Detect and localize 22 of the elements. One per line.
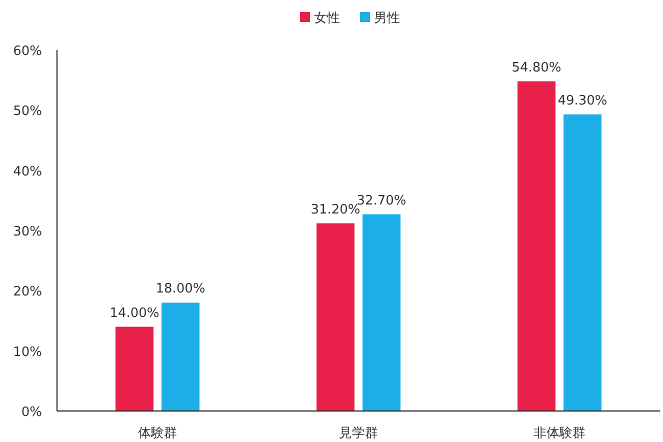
bar xyxy=(116,326,154,411)
x-tick-label: 体験群 xyxy=(138,426,177,441)
bar xyxy=(316,223,354,411)
data-label: 18.00% xyxy=(156,282,206,297)
data-label: 54.80% xyxy=(512,60,562,76)
data-label: 14.00% xyxy=(110,306,160,321)
y-tick-label: 0% xyxy=(21,405,42,420)
y-tick-label: 60% xyxy=(13,44,42,59)
bar xyxy=(162,302,200,411)
bar xyxy=(564,114,602,411)
x-tick-label: 非体験群 xyxy=(534,426,586,441)
data-label: 49.30% xyxy=(558,93,608,108)
y-tick-label: 20% xyxy=(13,284,42,300)
legend-label: 男性 xyxy=(374,11,400,26)
bar xyxy=(518,81,556,411)
y-tick-label: 30% xyxy=(13,224,42,240)
y-tick-label: 50% xyxy=(13,104,42,120)
x-tick-label: 見学群 xyxy=(339,426,378,441)
legend-label: 女性 xyxy=(314,11,340,26)
y-tick-label: 10% xyxy=(13,344,42,360)
bar xyxy=(362,214,400,411)
y-tick-label: 40% xyxy=(13,164,42,180)
